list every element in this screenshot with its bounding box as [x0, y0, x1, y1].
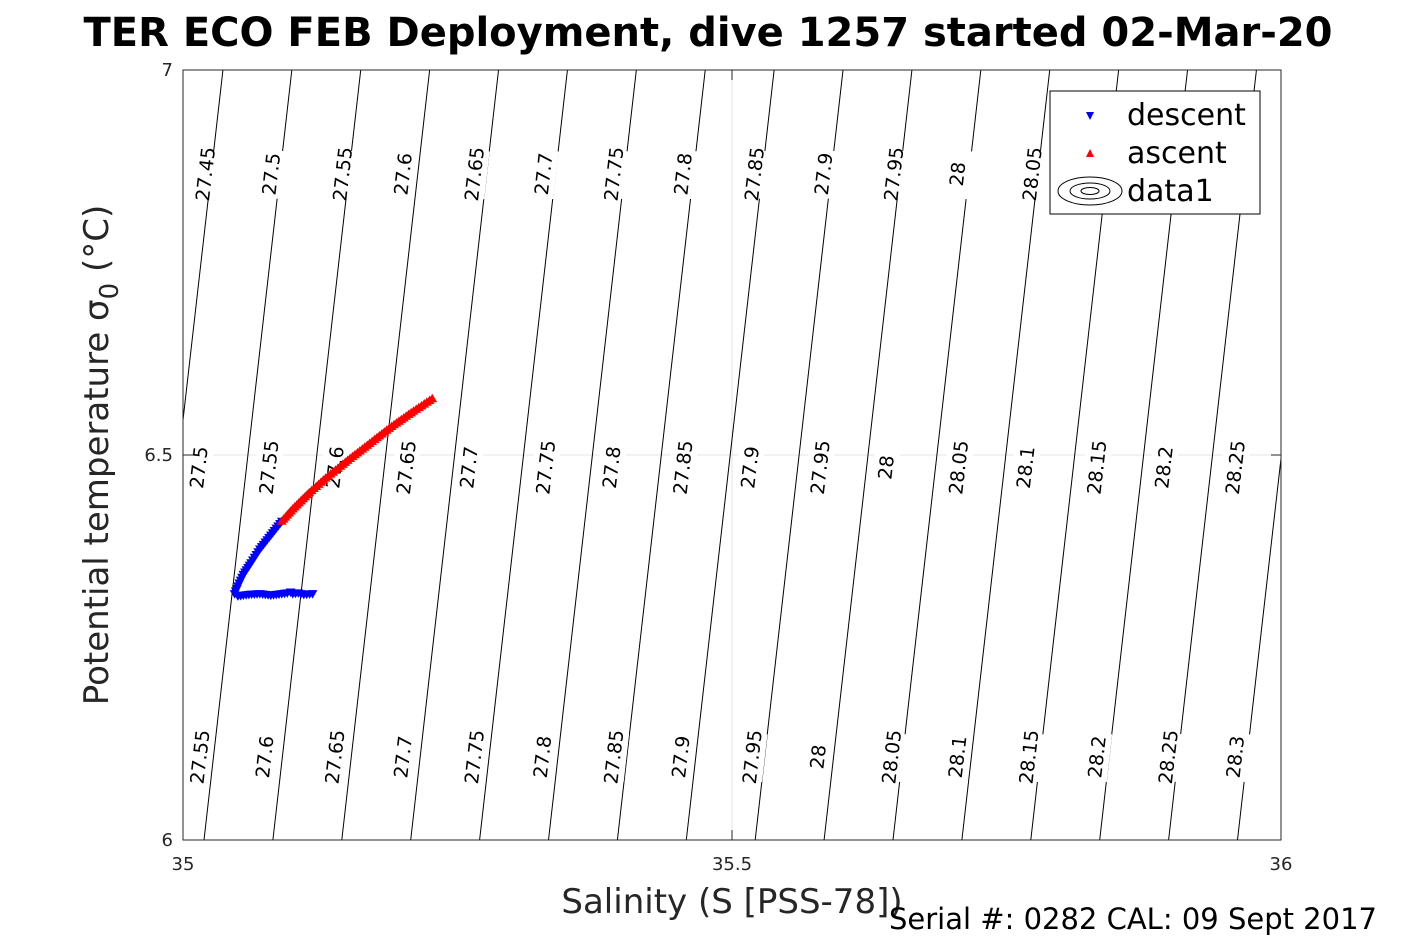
contour-label-bg — [875, 731, 907, 783]
contour-label: 27.7 — [390, 735, 417, 780]
legend[interactable]: descent ascent data1 — [1049, 90, 1261, 215]
contour-label: 27.5 — [186, 445, 213, 490]
isopycnal-line — [182, 69, 224, 421]
contour-label-bg — [529, 441, 561, 493]
contour-label-bg — [1152, 731, 1184, 783]
axis-ticks: 35 35.5 36 6 6.5 7 — [144, 60, 1292, 875]
contour-label-bg — [595, 441, 627, 493]
x-tick-label: 35.5 — [712, 854, 752, 875]
contour-label-bg — [526, 731, 558, 783]
contour-label: 27.7 — [531, 152, 558, 197]
y-tick-label: 6.5 — [144, 445, 173, 466]
contour-label: 27.9 — [668, 735, 695, 780]
contour-label-bg — [664, 731, 697, 783]
y-tick-label: 7 — [162, 60, 173, 81]
contour-label-bg — [597, 731, 630, 783]
contour-label-bg — [941, 731, 973, 783]
contour-label: 28 — [946, 161, 971, 188]
contour-legend-icon — [1057, 176, 1123, 206]
isopycnal-line — [341, 69, 431, 841]
y-tick-label: 6 — [162, 830, 173, 851]
contour-label-bg — [458, 148, 490, 200]
contour-label-bg — [666, 441, 699, 493]
contour-label-bg — [248, 731, 280, 783]
legend-label-data1: data1 — [1127, 174, 1214, 209]
serial-cal-footer: Serial #: 0282 CAL: 09 Sept 2017 — [889, 902, 1377, 936]
contour-label: 28.1 — [945, 735, 972, 780]
contour-label: 28.3 — [1223, 735, 1250, 780]
contour-label-bg — [183, 731, 216, 783]
contour-label: 28.2 — [1084, 735, 1111, 780]
chart-title: TER ECO FEB Deployment, dive 1257 starte… — [83, 10, 1332, 56]
contour-label-bg — [1012, 731, 1045, 783]
contour-labels: 27.45 27.5 27.55 27.6 27.65 27.7 27.75 27.8 27.8… — [182, 146, 1251, 785]
y-axis-label: Potential temperature σ0 (°C) — [77, 205, 125, 705]
contour-label-bg — [1080, 731, 1113, 783]
ascent-legend-marker — [1086, 149, 1094, 157]
contour-label: 27.8 — [670, 152, 697, 197]
contour-label-bg — [738, 148, 770, 200]
x-axis-label: Salinity (S [PSS-78]) — [561, 882, 902, 922]
contour-label-bg — [458, 731, 490, 783]
contour-label-bg — [942, 441, 974, 493]
contour-label-bg — [326, 148, 358, 200]
contour-label-bg — [1009, 442, 1041, 493]
contour-label-bg — [667, 148, 699, 200]
legend-label-descent: descent — [1127, 98, 1246, 133]
contour-label-bg — [527, 148, 559, 200]
contour-label-bg — [736, 731, 768, 783]
contour-label-bg — [807, 148, 839, 200]
contour-label: 27.7 — [456, 445, 483, 490]
contour-label-bg — [189, 148, 221, 200]
contour-label: 28.2 — [1151, 445, 1178, 490]
contour-label: 27.8 — [530, 735, 557, 780]
descent-legend-marker — [1086, 112, 1094, 120]
contour-label: 28.1 — [1013, 445, 1040, 490]
contour-label-bg — [941, 148, 973, 200]
contour-label-bg — [390, 441, 422, 493]
contour-label-bg — [452, 442, 485, 493]
contour-label: 27.9 — [737, 445, 764, 490]
contour-label-bg — [1080, 441, 1113, 493]
contour-label-bg — [870, 441, 902, 493]
contour-label-bg — [733, 442, 766, 493]
contour-label: 27.6 — [252, 735, 279, 780]
contour-label-bg — [255, 148, 287, 200]
contour-label-bg — [1219, 442, 1251, 493]
x-tick-label: 36 — [1270, 854, 1293, 875]
x-tick-label: 35 — [172, 854, 195, 875]
contour-label: 28 — [874, 454, 899, 481]
contour-label: 27.5 — [259, 152, 286, 197]
contour-label-bg — [1016, 148, 1048, 200]
contour-label-bg — [318, 731, 351, 783]
contour-label: 28 — [806, 744, 831, 771]
contour-label-bg — [804, 441, 836, 493]
contour-label-bg — [252, 441, 285, 493]
contour-label-bg — [387, 731, 419, 783]
contour-label-bg — [802, 731, 834, 783]
contour-label-bg — [597, 148, 630, 200]
contour-label-bg — [1219, 731, 1251, 783]
contour-label: 27.9 — [811, 152, 838, 197]
legend-label-ascent: ascent — [1127, 136, 1227, 171]
contour-label: 27.8 — [599, 445, 626, 490]
ascent-point — [427, 393, 438, 403]
contour-label-bg — [877, 148, 910, 200]
data-points — [229, 393, 438, 601]
contour-label-bg — [1147, 441, 1180, 493]
contour-label-bg — [387, 148, 419, 200]
contour-label: 27.6 — [390, 152, 417, 197]
